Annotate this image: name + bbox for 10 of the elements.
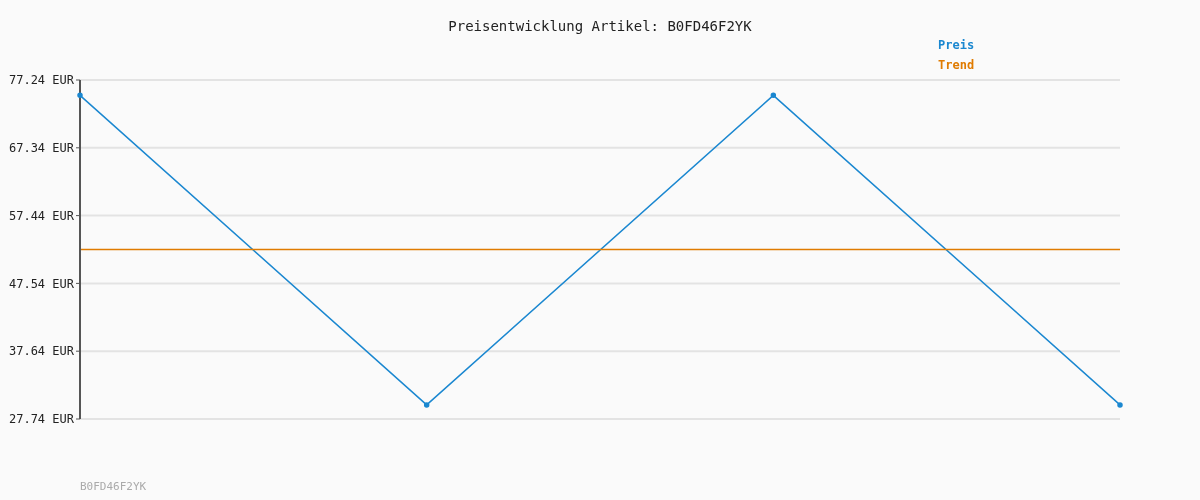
y-tick-label: 77.24 EUR <box>8 73 75 88</box>
text: Preis <box>938 38 975 54</box>
y-tick-label: 27.74 EUR <box>8 412 75 427</box>
chart-title: Preisentwicklung Artikel: B0FD46F2YK <box>447 18 753 34</box>
y-tick-label: 47.54 EUR <box>8 276 75 291</box>
y-tick-label: 37.64 EUR <box>8 344 75 359</box>
text: B0FD46F2YK <box>80 480 147 493</box>
text: Trend <box>938 58 975 74</box>
y-tick-label: 67.34 EUR <box>8 141 75 156</box>
y-tick-label: 57.44 EUR <box>8 208 75 223</box>
